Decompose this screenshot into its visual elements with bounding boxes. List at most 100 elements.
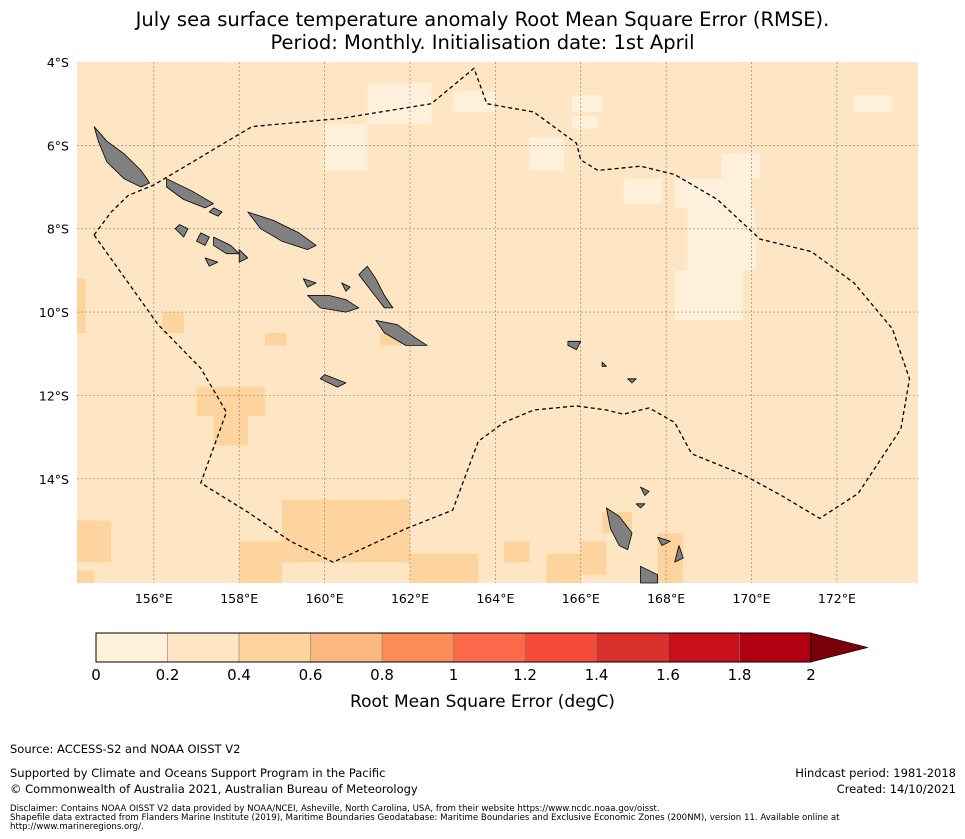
lat-tick-label: 12°S	[39, 388, 69, 403]
rmse-cell	[623, 178, 662, 204]
island-shape	[93, 126, 150, 188]
latitude-labels: 4°S 6°S 8°S 10°S 12°S 14°S	[39, 55, 69, 487]
colorbar-segment	[167, 632, 240, 663]
colorbar-segment	[667, 632, 741, 663]
rmse-cell	[367, 82, 432, 125]
rmse-cell	[580, 541, 607, 575]
island-shape	[166, 178, 214, 209]
island-shape	[674, 545, 684, 563]
eez-boundary-line	[93, 67, 911, 563]
colorbar-segment	[95, 632, 169, 663]
lat-tick-label: 4°S	[47, 55, 69, 70]
colorbar-title: Root Mean Square Error (degC)	[350, 692, 615, 712]
rmse-cell	[264, 332, 287, 346]
island-shape	[213, 236, 240, 255]
rmse-cell	[546, 553, 581, 583]
island-shape	[307, 295, 360, 313]
island-shape	[174, 224, 189, 238]
colorbar-segment	[381, 632, 455, 663]
lat-tick-label: 6°S	[47, 138, 69, 153]
graticule	[77, 62, 918, 583]
chart-title: July sea surface temperature anomaly Roo…	[0, 8, 965, 54]
rmse-cell	[324, 124, 368, 171]
island-shape	[567, 340, 582, 350]
rmse-cell	[503, 541, 530, 563]
lon-tick-label: 162°E	[391, 591, 429, 606]
lat-tick-label: 10°S	[39, 305, 69, 320]
rmse-cell	[196, 387, 265, 417]
island-shape	[204, 257, 219, 267]
island-shape	[657, 536, 671, 546]
source-text: Source: ACCESS-S2 and NOAA OISST V2	[10, 742, 241, 756]
disclaimer-line-3: http://www.marineregions.org/.	[10, 821, 144, 832]
rmse-cell	[721, 153, 761, 179]
island-shape	[238, 249, 249, 263]
map-background	[77, 62, 918, 583]
rmse-cell	[77, 278, 86, 333]
rmse-cell	[77, 520, 112, 563]
land-masses	[93, 126, 684, 584]
rmse-cell	[281, 499, 410, 563]
disclaimer-line-2: Shapefile data extracted from Flanders M…	[10, 812, 840, 823]
disclaimer: Disclaimer: Contains NOAA OISST V2 data …	[10, 805, 910, 831]
colorbar-segment	[524, 632, 598, 663]
colorbar-segment	[739, 632, 812, 663]
rmse-cell	[452, 91, 496, 113]
eez-boundary	[93, 67, 911, 563]
lat-tick-label: 8°S	[47, 222, 69, 237]
title-line-2: Period: Monthly. Initialisation date: 1s…	[270, 31, 695, 54]
rmse-cell	[700, 228, 735, 250]
island-shape	[606, 507, 633, 551]
island-shape	[302, 278, 317, 288]
colorbar-segment	[310, 632, 383, 663]
island-shape	[196, 232, 210, 246]
rmse-cell	[674, 178, 752, 208]
rmse-cell	[853, 95, 893, 113]
lon-tick-label: 164°E	[476, 591, 514, 606]
island-shape	[640, 565, 658, 584]
lon-tick-label: 166°E	[562, 591, 600, 606]
colorbar	[95, 632, 869, 663]
map-panel: 4°S 6°S 8°S 10°S 12°S 14°S 156°E 158°E 160°E 162…	[39, 55, 918, 606]
island-shape	[375, 320, 428, 346]
rmse-cell	[572, 116, 598, 129]
rmse-cell	[529, 137, 564, 171]
colorbar-segment	[596, 632, 669, 663]
title-line-1: July sea surface temperature anomaly Roo…	[135, 8, 830, 31]
supported-text: Supported by Climate and Oceans Support …	[10, 766, 386, 780]
rmse-cell	[213, 416, 248, 446]
rmse-cell	[77, 570, 95, 583]
island-shape	[341, 282, 351, 292]
rmse-cell	[162, 312, 184, 333]
lat-tick-label: 14°S	[39, 472, 69, 487]
island-shape	[640, 486, 650, 496]
lon-tick-label: 158°E	[220, 591, 258, 606]
rmse-cell	[239, 541, 282, 583]
lon-tick-label: 170°E	[732, 591, 770, 606]
island-shape	[358, 265, 394, 309]
lon-tick-label: 160°E	[306, 591, 344, 606]
rmse-cell	[572, 95, 603, 113]
rmse-cells	[77, 82, 893, 583]
island-shape	[635, 503, 646, 509]
lon-tick-label: 172°E	[818, 591, 856, 606]
rmse-cell	[409, 553, 479, 583]
island-shape	[247, 211, 317, 250]
hindcast-text: Hindcast period: 1981-2018	[795, 766, 956, 780]
island-shape	[627, 378, 637, 384]
island-shape	[319, 374, 347, 388]
colorbar-extend-arrow	[810, 632, 869, 663]
colorbar-segment	[453, 632, 526, 663]
lon-tick-label: 156°E	[135, 591, 173, 606]
rmse-cell	[674, 270, 743, 321]
island-shape	[208, 207, 223, 217]
disclaimer-line-1: Disclaimer: Contains NOAA OISST V2 data …	[10, 804, 660, 814]
longitude-labels: 156°E 158°E 160°E 162°E 164°E 166°E 168°E 170°E…	[135, 591, 856, 606]
lon-tick-label: 168°E	[647, 591, 685, 606]
colorbar-frame	[95, 632, 812, 663]
colorbar-segment	[238, 632, 312, 663]
island-shape	[601, 361, 607, 367]
created-text: Created: 14/10/2021	[836, 782, 956, 796]
copyright-text: © Commonwealth of Australia 2021, Austra…	[10, 782, 418, 796]
